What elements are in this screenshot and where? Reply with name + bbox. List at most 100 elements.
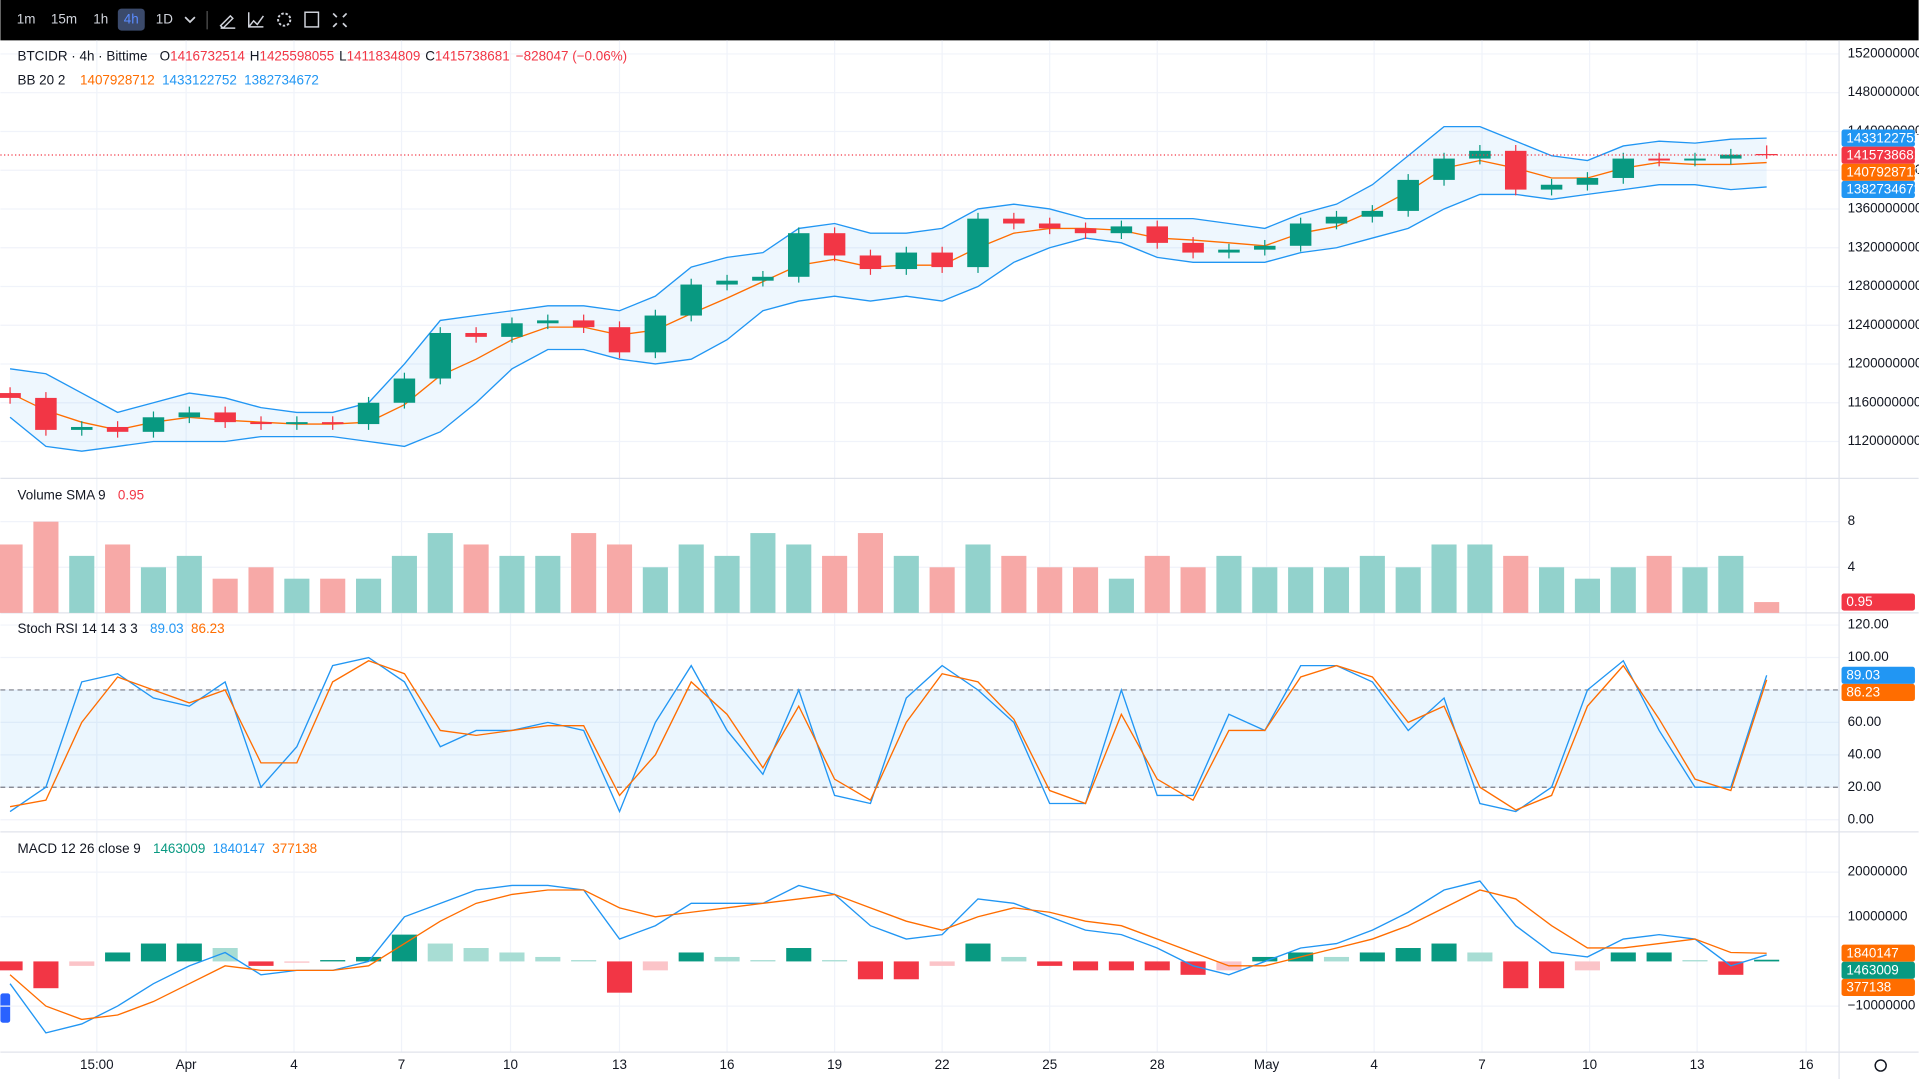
legend-value: 89.03 (150, 620, 184, 635)
toolbar: 1m 15m 1h 4h 1D (0, 0, 1919, 41)
macd-histogram-bar (965, 943, 991, 962)
volume-bar (1395, 567, 1421, 613)
candle-body (1182, 242, 1204, 253)
y-tick-label: 100.00 (1848, 649, 1889, 664)
axis-settings-icon[interactable] (1874, 1059, 1887, 1072)
volume-bar (571, 533, 597, 613)
grid (0, 40, 1840, 1053)
volume-bar (140, 567, 167, 613)
candle-body (1433, 158, 1455, 180)
interval-button[interactable]: 1D (156, 12, 173, 27)
x-tick-label: 10 (1582, 1057, 1597, 1072)
macd-histogram-bar (642, 961, 668, 971)
y-tick-label: 1120000000 (1848, 433, 1919, 448)
interval-button[interactable]: 1m (17, 12, 36, 27)
indicator-icon[interactable] (247, 12, 265, 28)
candle-body (286, 422, 308, 425)
candle-body (1504, 150, 1527, 190)
price-badge (1841, 666, 1915, 684)
volume-bar (1359, 555, 1385, 613)
legend-title: MACD 12 26 close 9 (18, 841, 141, 856)
y-tick-label: 1520000000 (1848, 45, 1919, 60)
macd-histogram-bar (140, 943, 167, 962)
volume-bar (1574, 578, 1600, 613)
macd-histogram-bar (427, 943, 453, 962)
volume-bar (1610, 567, 1636, 613)
x-tick-label: 4 (290, 1057, 298, 1072)
legend-value: 1433122752 (162, 72, 237, 87)
ohlc-value: 1411834809 (347, 48, 421, 63)
price-badge (1841, 978, 1915, 997)
x-tick-label: 7 (1478, 1057, 1485, 1072)
y-tick-label: 1280000000 (1848, 278, 1919, 293)
interval-button[interactable]: 15m (51, 12, 77, 27)
macd-histogram-bar (1001, 956, 1027, 962)
candle-body (71, 426, 93, 430)
volume-bar (1144, 555, 1170, 613)
ohlc-value: 1425598055 (259, 48, 334, 63)
bb-line (9, 125, 1767, 414)
volume-bar (678, 544, 704, 613)
macd-histogram-bar (1754, 959, 1780, 962)
volume-bar (284, 578, 310, 613)
stoch-line (9, 656, 1768, 814)
candle-body (1648, 158, 1670, 161)
legend-value: 377138 (272, 841, 317, 856)
macd-histogram-bar (1610, 952, 1636, 962)
volume-bar (1001, 555, 1027, 613)
price-badge (1841, 593, 1915, 611)
macd-histogram-bar (822, 960, 848, 962)
candle-body (680, 284, 702, 316)
candle-body (859, 255, 882, 270)
price-badge-label: 1382734672 (1846, 182, 1919, 197)
x-tick-label: 25 (1042, 1057, 1057, 1072)
interval-button[interactable]: 4h (124, 12, 139, 27)
volume-bar (1323, 567, 1350, 613)
change-value: −828047 (−0.06%) (516, 48, 627, 63)
x-tick-label: 16 (720, 1057, 735, 1072)
volume-bar (0, 544, 23, 613)
volume-bar (750, 533, 776, 613)
legend-title: BTCIDR · 4h · Bittime (18, 48, 148, 63)
candle-body (142, 417, 165, 432)
candle-body (178, 412, 201, 418)
candle-body (1074, 228, 1097, 234)
interval-dropdown[interactable] (184, 16, 196, 24)
fullscreen-icon[interactable] (332, 12, 348, 28)
side-tab[interactable] (0, 993, 11, 1023)
volume-bar (105, 544, 131, 613)
volume-bar (893, 555, 919, 613)
macd-histogram-bar (1718, 961, 1744, 975)
save-icon[interactable] (304, 11, 320, 28)
ohlc-label: O (160, 48, 170, 63)
macd-histogram-bar (1037, 961, 1063, 966)
x-tick-label: 4 (1370, 1057, 1378, 1072)
legend-value: 1407928712 (80, 72, 155, 87)
legend-row: BTCIDR · 4h · Bittime O1416732514 H1425598… (18, 48, 628, 63)
volume-bar (248, 567, 274, 613)
volume-bar (1503, 555, 1529, 613)
macd-histogram-bar (1180, 961, 1206, 975)
volume-bar (1108, 578, 1134, 613)
volume-bar (714, 555, 740, 613)
x-tick-label: 13 (1690, 1057, 1705, 1072)
interval-button[interactable]: 1h (93, 12, 108, 27)
macd-histogram-bar (248, 961, 274, 966)
legend-row: MACD 12 26 close 9 1463009 1840147 377138 (18, 841, 318, 856)
price-badge (1841, 961, 1915, 979)
candle-body (752, 276, 774, 281)
x-tick-label: Apr (176, 1057, 197, 1072)
candle-body (1325, 216, 1348, 224)
settings-icon[interactable] (277, 12, 292, 27)
stoch-line (9, 659, 1768, 811)
y-tick-label: −10000000 (1848, 998, 1916, 1013)
macd-histogram-bar (463, 948, 489, 962)
macd-histogram-bar (535, 956, 561, 962)
macd-histogram-bar (606, 961, 633, 993)
macd-histogram-bar (320, 960, 346, 962)
macd-histogram-bar (571, 960, 597, 962)
price-badge (1841, 129, 1915, 147)
drawing-icon[interactable] (219, 14, 236, 30)
volume-bar (786, 544, 812, 613)
